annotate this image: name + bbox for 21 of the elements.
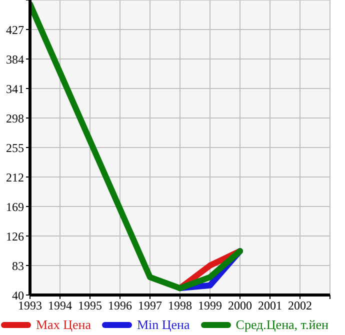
- x-tick-label: 1999: [198, 298, 222, 313]
- y-tick-label: 83: [12, 258, 24, 273]
- y-tick-label: 126: [6, 229, 24, 244]
- y-tick-label: 169: [6, 200, 24, 214]
- x-tick-label: 1997: [138, 298, 162, 313]
- x-tick-label: 2002: [288, 298, 312, 313]
- legend-label: Сред.Цена, т.йен: [234, 317, 328, 333]
- x-tick-label: 2000: [228, 298, 252, 313]
- y-tick-label: 427: [6, 22, 24, 37]
- x-tick-label: 1998: [168, 298, 192, 313]
- legend-label: Max Цена: [35, 317, 91, 333]
- x-tick-label: 1996: [108, 298, 132, 313]
- y-tick-label: 384: [6, 52, 24, 66]
- y-tick-label: 298: [6, 111, 24, 126]
- x-tick-label: 1995: [78, 298, 102, 313]
- y-tick-label: 341: [6, 82, 24, 96]
- x-tick-label: 2001: [258, 298, 282, 313]
- y-tick-label: 255: [6, 140, 24, 155]
- y-tick-label: 212: [6, 170, 24, 184]
- legend-label: Min Цена: [136, 317, 190, 333]
- x-tick-label: 1994: [48, 298, 72, 313]
